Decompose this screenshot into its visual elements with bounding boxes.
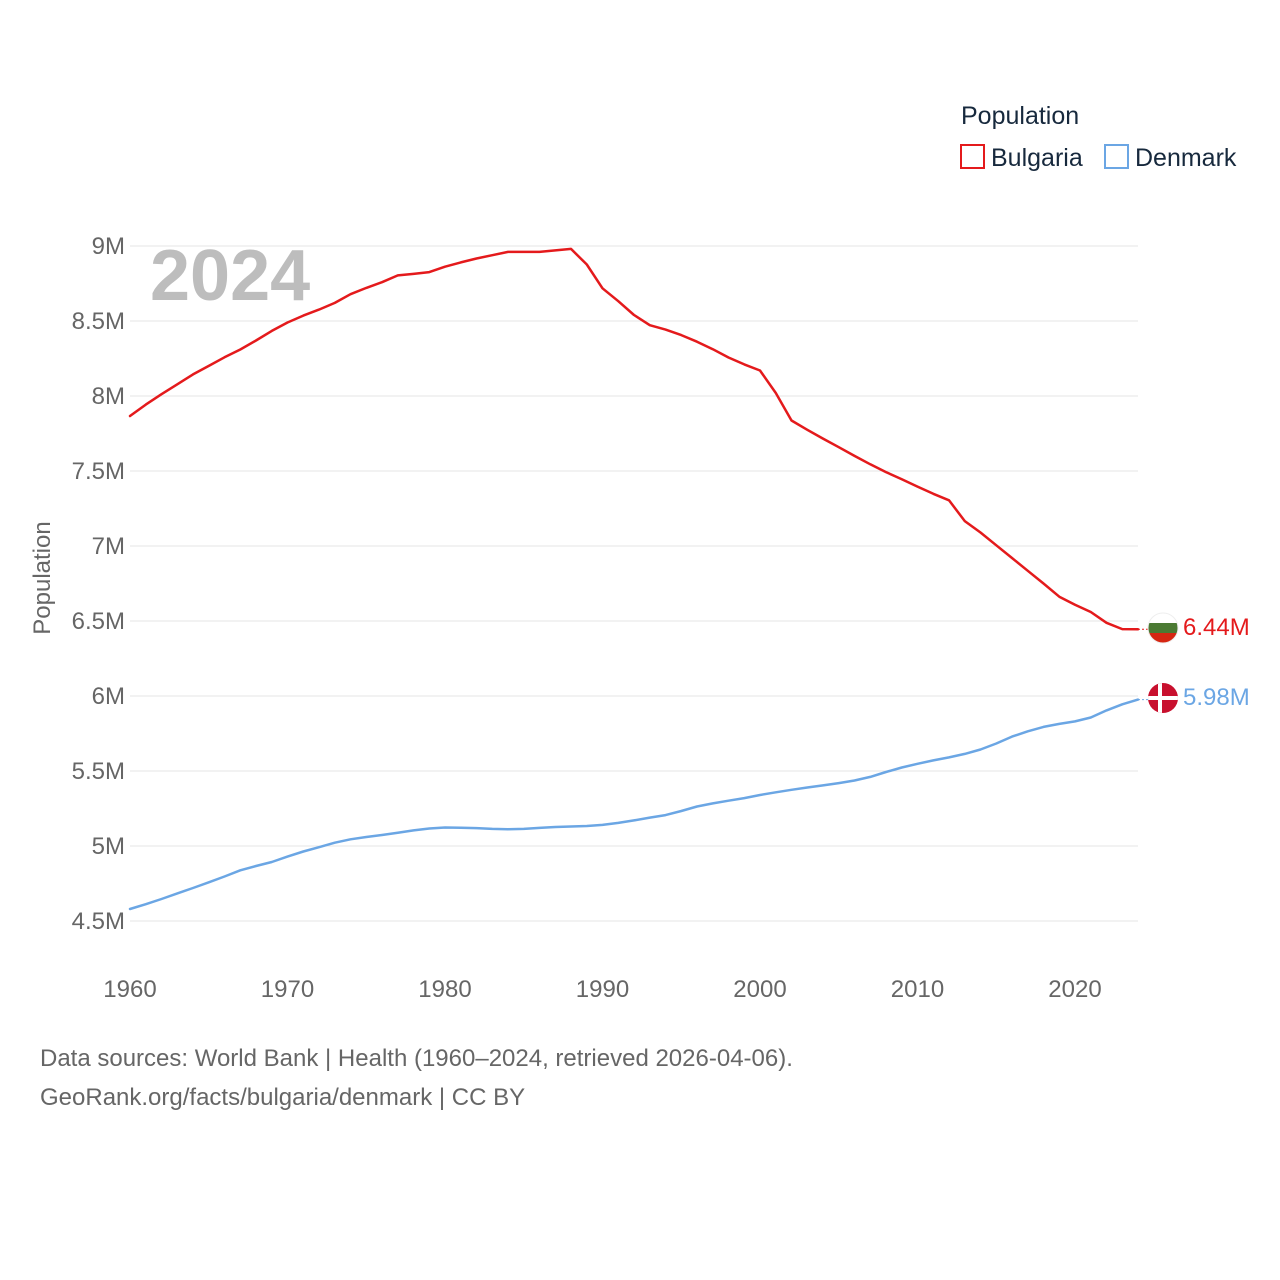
x-tick-label: 1980 xyxy=(418,976,471,1003)
y-axis-label: Population xyxy=(29,521,56,634)
x-tick-label: 2000 xyxy=(733,976,786,1003)
y-tick-label: 5.5M xyxy=(72,758,125,785)
legend-item-denmark[interactable]: Denmark xyxy=(1104,144,1237,172)
source-line-2[interactable]: GeoRank.org/facts/bulgaria/denmark | CC … xyxy=(40,1084,526,1111)
legend-label-denmark: Denmark xyxy=(1135,144,1237,172)
series-line-bulgaria[interactable] xyxy=(128,247,1140,631)
x-tick-label: 1960 xyxy=(103,976,156,1003)
y-tick-label: 7.5M xyxy=(72,458,125,485)
legend-swatch-denmark xyxy=(1104,144,1129,169)
y-tick-label: 4.5M xyxy=(72,908,125,935)
legend-label-bulgaria: Bulgaria xyxy=(991,144,1083,172)
legend-title: Population xyxy=(961,102,1079,130)
y-tick-label: 5M xyxy=(92,833,125,860)
bulgaria-flag-icon xyxy=(1148,613,1178,643)
y-tick-label: 8.5M xyxy=(72,308,125,335)
series-line-denmark[interactable] xyxy=(128,698,1140,911)
year-overlay: 2024 xyxy=(150,236,310,316)
source-line-1: Data sources: World Bank | Health (1960–… xyxy=(40,1045,793,1072)
x-tick-label: 1990 xyxy=(576,976,629,1003)
population-line-chart: 4.5M 5M 5.5M 6M 6.5M 7M 7.5M 8M 8.5M 9M 1960 1970 1… xyxy=(29,102,1250,1003)
denmark-flag-icon xyxy=(1148,683,1178,713)
y-tick-label: 6.5M xyxy=(72,608,125,635)
end-label-denmark: 5.98M xyxy=(1183,684,1250,711)
legend: Population Bulgaria Denmark xyxy=(960,102,1237,172)
y-tick-label: 7M xyxy=(92,533,125,560)
y-tick-label: 9M xyxy=(92,233,125,260)
y-tick-label: 8M xyxy=(92,383,125,410)
legend-item-bulgaria[interactable]: Bulgaria xyxy=(960,144,1083,172)
legend-swatch-bulgaria xyxy=(960,144,985,169)
x-tick-label: 2010 xyxy=(891,976,944,1003)
end-label-bulgaria: 6.44M xyxy=(1183,614,1250,641)
x-tick-label: 1970 xyxy=(261,976,314,1003)
y-tick-label: 6M xyxy=(92,683,125,710)
x-tick-label: 2020 xyxy=(1048,976,1101,1003)
